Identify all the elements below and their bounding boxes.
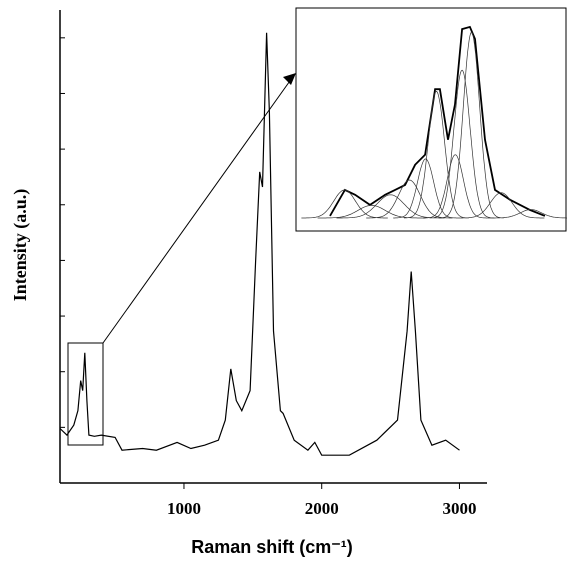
- spectrum-line: [59, 32, 460, 456]
- x-tick-label: 1000: [167, 499, 201, 518]
- y-axis-label: Intensity (a.u.): [10, 189, 31, 302]
- fit-peak: [487, 209, 567, 219]
- x-tick-label: 2000: [305, 499, 339, 518]
- inset-frame: [295, 7, 567, 232]
- spectrum-line: [329, 25, 546, 217]
- zoom-arrow: [102, 77, 293, 344]
- fit-peak: [439, 31, 504, 219]
- fit-peak: [458, 192, 545, 219]
- fit-peak: [403, 90, 469, 219]
- fit-peak: [393, 158, 458, 219]
- fit-peak: [429, 69, 495, 219]
- zoom-region: [67, 342, 104, 446]
- x-tick-label: 3000: [442, 499, 476, 518]
- fit-peak: [336, 194, 445, 219]
- fit-peak: [366, 179, 453, 219]
- fit-peak: [301, 189, 388, 219]
- arrow-head: [283, 73, 296, 85]
- x-axis-label: Raman shift (cm⁻¹): [191, 537, 353, 557]
